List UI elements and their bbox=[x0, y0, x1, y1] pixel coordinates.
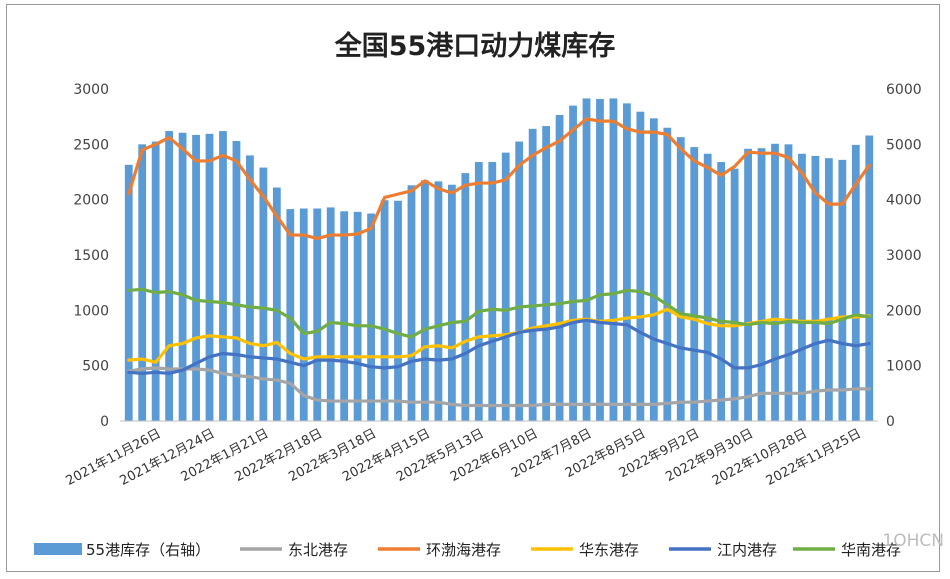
left-tick-label: 0 bbox=[100, 414, 109, 430]
bar bbox=[394, 200, 402, 421]
legend: 55港库存（右轴） 东北港存 环渤海港存 华东港存 江内港存 华南港存 bbox=[34, 541, 901, 559]
x-tick-label: 2022年11月25日 bbox=[764, 426, 864, 489]
bar bbox=[690, 147, 699, 421]
series-line bbox=[127, 117, 871, 240]
left-tick-label: 3000 bbox=[73, 82, 109, 98]
bar bbox=[730, 168, 739, 421]
bar bbox=[259, 167, 268, 421]
bar bbox=[865, 135, 874, 422]
legend-swatch bbox=[34, 543, 82, 555]
bar bbox=[851, 144, 860, 421]
bar bbox=[488, 162, 497, 422]
left-tick-label: 2500 bbox=[73, 137, 109, 153]
chart-title: 全国55港口动力煤库存 bbox=[334, 30, 616, 62]
series-line bbox=[127, 287, 871, 339]
bar bbox=[501, 152, 510, 421]
bar bbox=[676, 137, 685, 421]
bar bbox=[232, 141, 241, 421]
legend-label: 环渤海港存 bbox=[426, 541, 501, 559]
bar bbox=[219, 131, 227, 422]
bar bbox=[542, 126, 551, 421]
chart-frame bbox=[6, 4, 940, 572]
bar bbox=[609, 98, 618, 421]
bar bbox=[124, 164, 133, 421]
bar bbox=[246, 155, 254, 421]
bar bbox=[286, 209, 295, 421]
bar bbox=[811, 155, 820, 421]
legend-label: 江内港存 bbox=[717, 541, 777, 559]
bar bbox=[313, 208, 322, 421]
left-tick-label: 1500 bbox=[73, 248, 109, 264]
legend-label: 东北港存 bbox=[288, 541, 348, 559]
bar bbox=[461, 173, 470, 421]
bar bbox=[838, 159, 847, 421]
x-tick-label: 2021年12月24日 bbox=[117, 426, 217, 489]
bar bbox=[151, 141, 160, 421]
x-axis-ticks: 2021年11月26日2021年12月24日2022年1月21日2022年2月1… bbox=[64, 426, 864, 489]
x-tick-label: 2022年10月28日 bbox=[710, 426, 810, 489]
bar bbox=[798, 153, 806, 422]
bar bbox=[636, 111, 645, 421]
bar bbox=[771, 143, 779, 421]
bar bbox=[326, 207, 335, 421]
bar bbox=[299, 208, 308, 421]
x-tick-label: 2021年11月26日 bbox=[64, 426, 164, 489]
right-tick-label: 3000 bbox=[886, 248, 922, 264]
right-tick-label: 6000 bbox=[886, 82, 922, 98]
bar bbox=[824, 158, 833, 422]
right-tick-label: 0 bbox=[886, 414, 895, 430]
bar bbox=[703, 153, 712, 422]
legend-label: 华东港存 bbox=[579, 541, 639, 559]
legend-label: 华南港存 bbox=[841, 541, 901, 559]
right-tick-label: 4000 bbox=[886, 193, 922, 209]
bar bbox=[272, 187, 281, 421]
bar bbox=[447, 184, 456, 421]
bar bbox=[649, 118, 658, 421]
bar bbox=[663, 127, 672, 421]
right-tick-label: 2000 bbox=[886, 303, 922, 319]
bar bbox=[340, 211, 349, 421]
bar bbox=[367, 213, 375, 421]
bar bbox=[192, 134, 200, 421]
right-tick-label: 1000 bbox=[886, 359, 922, 375]
bar bbox=[353, 211, 362, 421]
right-tick-label: 5000 bbox=[886, 137, 922, 153]
bar bbox=[421, 180, 429, 421]
watermark: 1OHCN bbox=[882, 531, 944, 551]
bar bbox=[205, 133, 214, 421]
bar bbox=[744, 148, 752, 421]
bar bbox=[528, 128, 537, 421]
bar-series bbox=[124, 98, 874, 422]
series-line bbox=[127, 318, 871, 376]
bar bbox=[757, 148, 766, 421]
bar bbox=[596, 98, 604, 422]
bar bbox=[717, 162, 726, 422]
bar bbox=[407, 185, 416, 421]
bar bbox=[582, 98, 591, 421]
bar bbox=[434, 181, 443, 421]
left-tick-label: 500 bbox=[82, 359, 109, 375]
bar bbox=[138, 144, 147, 421]
right-axis-ticks: 0 1000 2000 3000 4000 5000 6000 bbox=[886, 82, 922, 430]
bar bbox=[784, 144, 793, 421]
bar bbox=[515, 141, 524, 421]
bar bbox=[555, 115, 564, 421]
line-series-group bbox=[127, 117, 871, 408]
legend-label: 55港库存（右轴） bbox=[86, 541, 210, 559]
left-tick-label: 2000 bbox=[73, 193, 109, 209]
bar bbox=[178, 132, 187, 421]
bar bbox=[165, 131, 174, 422]
bar bbox=[380, 200, 389, 421]
series-line bbox=[127, 366, 871, 408]
left-tick-label: 1000 bbox=[73, 303, 109, 319]
left-axis-ticks: 0 500 1000 1500 2000 2500 3000 bbox=[73, 82, 109, 430]
bar bbox=[474, 162, 483, 422]
bar bbox=[569, 105, 577, 421]
bar bbox=[623, 103, 631, 421]
